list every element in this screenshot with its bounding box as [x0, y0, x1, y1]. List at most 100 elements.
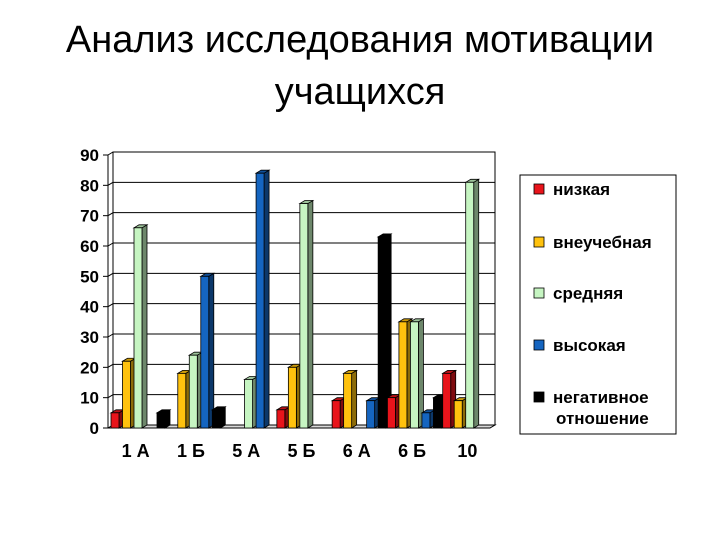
bar-front: [387, 397, 396, 429]
legend-label: внеучебная: [553, 233, 652, 252]
x-tick-label: 1 А: [122, 441, 150, 461]
y-tick-label: 20: [80, 358, 99, 377]
bar-side: [219, 406, 226, 429]
bar: [452, 396, 469, 429]
title-line-2: учащихся: [274, 71, 446, 113]
bar-front: [299, 203, 309, 429]
y-tick-label: 70: [80, 207, 99, 226]
bar-front: [410, 321, 419, 429]
bar-side: [208, 272, 215, 429]
bar-front: [110, 412, 120, 429]
bar-side: [307, 199, 314, 429]
legend-label: негативное отношение: [553, 388, 649, 428]
bar-front: [343, 372, 353, 429]
bar-front: [188, 354, 198, 429]
bar-front: [156, 412, 166, 429]
y-tick-label: 0: [90, 419, 99, 438]
slide-title: Анализ исследования мотивации учащихся: [0, 14, 720, 118]
x-tick-label: 10: [457, 441, 477, 461]
bar: [199, 272, 216, 429]
gridline-diagonal: [107, 363, 114, 368]
legend-swatch: [533, 339, 545, 351]
bar: [441, 369, 458, 429]
y-tick-label: 50: [80, 267, 99, 286]
gridline-diagonal: [107, 242, 114, 247]
bar: [132, 224, 149, 429]
legend-swatch: [533, 391, 545, 403]
bar-front: [377, 236, 387, 429]
bar-front: [200, 275, 210, 429]
bar-front: [177, 372, 187, 429]
legend-label-line: негативное: [553, 388, 649, 407]
legend-label: средняя: [553, 284, 623, 303]
legend-box: [519, 174, 677, 435]
bar: [121, 357, 137, 429]
y-tick-label: 30: [80, 328, 99, 347]
bar: [275, 406, 292, 429]
y-tick-label: 80: [80, 176, 99, 195]
bar-side: [418, 318, 424, 429]
x-tick-label: 6 А: [343, 441, 371, 461]
gridline-diagonal: [107, 151, 114, 156]
legend-label: высокая: [553, 336, 626, 355]
bar-front: [211, 409, 221, 429]
bar: [342, 369, 359, 429]
bar-front: [366, 400, 376, 429]
y-tick-label: 90: [80, 146, 99, 165]
legend-label-line: отношение: [556, 409, 649, 428]
gridline-diagonal: [107, 272, 114, 277]
bar-front: [244, 379, 253, 429]
legend-swatch: [533, 236, 545, 248]
y-tick-label: 40: [80, 298, 99, 317]
legend: низкая внеучебная средняя высокая негативное…: [519, 174, 677, 435]
bar: [464, 178, 481, 429]
bar: [365, 396, 382, 429]
bar-front: [442, 372, 452, 429]
title-line-1: Анализ исследования мотивации: [65, 19, 655, 61]
bar: [176, 369, 193, 429]
bar-side: [263, 169, 270, 429]
bar-side: [473, 178, 480, 429]
gridline-diagonal: [107, 333, 114, 338]
bar-front: [433, 397, 442, 429]
legend-swatch: [533, 183, 545, 195]
y-tick-label: 10: [80, 389, 99, 408]
bar-side: [351, 369, 358, 429]
x-tick-label: 5 Б: [288, 441, 316, 461]
bar-front: [453, 400, 463, 429]
bar: [397, 318, 414, 429]
x-tick-label: 6 Б: [398, 441, 426, 461]
x-tick-label: 1 Б: [177, 441, 205, 461]
bar: [109, 409, 126, 429]
y-tick-label: 60: [80, 237, 99, 256]
bar: [187, 351, 204, 429]
x-tick-label: 5 А: [232, 441, 260, 461]
bar: [210, 406, 227, 429]
gridline-diagonal: [107, 181, 114, 186]
bar-front: [331, 400, 341, 429]
bar-front: [287, 366, 297, 429]
bar: [298, 199, 315, 429]
bar: [286, 363, 303, 429]
gridline-diagonal: [107, 303, 114, 308]
legend-swatch: [533, 287, 545, 299]
legend-label: низкая: [553, 180, 610, 199]
bar: [330, 396, 347, 429]
bar-front: [276, 409, 286, 429]
bar-side: [141, 224, 148, 429]
bar: [254, 169, 271, 429]
bar-front: [255, 172, 265, 429]
gridline-diagonal: [107, 394, 114, 399]
bar: [420, 409, 437, 429]
bar: [155, 409, 172, 429]
bar-front: [465, 181, 475, 429]
bar-front: [133, 227, 143, 429]
gridline-diagonal: [107, 212, 114, 217]
bar: [408, 318, 425, 429]
bar-front: [421, 412, 431, 429]
bar-front: [122, 360, 131, 429]
bar: [243, 375, 260, 429]
bar: [385, 393, 402, 429]
bar-front: [398, 321, 408, 429]
